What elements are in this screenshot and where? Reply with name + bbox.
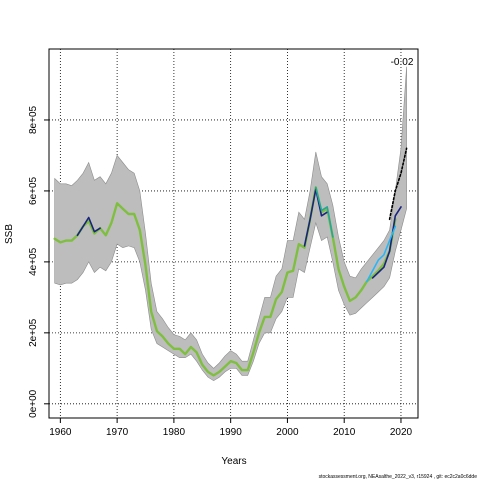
x-tick-label-3: 1990 — [220, 427, 243, 438]
series-line-4-0 — [388, 147, 408, 221]
series-line-2-0 — [366, 225, 397, 283]
x-tick-label-0: 1960 — [49, 427, 72, 438]
end-annotation: -0.02 — [391, 57, 414, 68]
x-axis-title: Years — [221, 456, 246, 467]
series-line-0-0 — [53, 186, 397, 377]
y-axis-title: SSB — [4, 224, 15, 244]
series-line-3-0 — [314, 186, 334, 238]
x-tick-label-4: 2000 — [276, 427, 299, 438]
series-line-1-0 — [76, 216, 101, 237]
series-lines — [53, 147, 408, 377]
x-tick-label-6: 2020 — [390, 427, 413, 438]
confidence-band — [54, 66, 407, 382]
x-tick-label-5: 2010 — [333, 427, 356, 438]
y-axis-ticks: 0e+00 2e+05 4e+05 6e+05 8e+05 — [28, 105, 49, 418]
x-axis-ticks: 1960 1970 1980 1990 2000 2010 2020 — [49, 418, 413, 438]
y-tick-label-3: 6e+05 — [28, 176, 39, 205]
plot-frame — [48, 48, 419, 419]
x-tick-label-2: 1980 — [163, 427, 186, 438]
y-tick-label-0: 0e+00 — [28, 389, 39, 418]
y-tick-label-4: 8e+05 — [28, 105, 39, 134]
y-tick-label-1: 2e+05 — [28, 318, 39, 347]
y-tick-label-2: 4e+05 — [28, 247, 39, 276]
footer-credit: stockassessment.org, NEAsalthe_2022_v3, … — [319, 474, 478, 480]
confidence-band-area — [54, 66, 407, 382]
series-line-1-2 — [371, 206, 402, 279]
x-tick-label-1: 1970 — [106, 427, 129, 438]
